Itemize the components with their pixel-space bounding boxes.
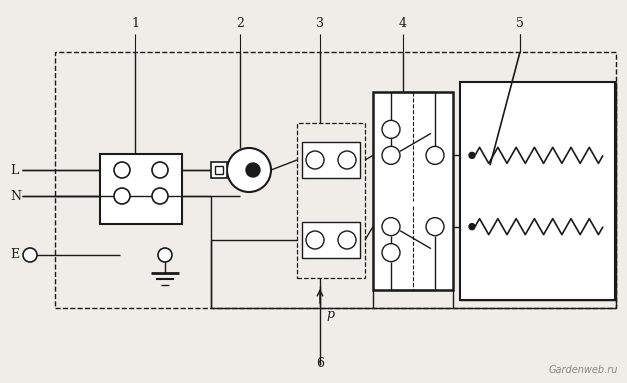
Text: Gardenweb.ru: Gardenweb.ru	[549, 365, 618, 375]
Circle shape	[158, 248, 172, 262]
Circle shape	[227, 148, 271, 192]
Bar	[55, 52, 616, 308]
Circle shape	[382, 120, 400, 138]
Text: N: N	[10, 190, 21, 203]
Circle shape	[338, 231, 356, 249]
Circle shape	[469, 152, 475, 158]
Circle shape	[338, 151, 356, 169]
Circle shape	[152, 162, 168, 178]
Text: E: E	[10, 249, 19, 262]
Text: 6: 6	[316, 357, 324, 370]
Text: L: L	[10, 164, 18, 177]
Bar	[460, 82, 615, 300]
Circle shape	[152, 188, 168, 204]
Circle shape	[306, 231, 324, 249]
Circle shape	[23, 248, 37, 262]
Circle shape	[246, 163, 260, 177]
Bar	[215, 166, 223, 174]
Text: 2: 2	[236, 17, 244, 30]
Bar	[302, 222, 360, 258]
Circle shape	[382, 218, 400, 236]
Text: 5: 5	[516, 17, 524, 30]
Circle shape	[114, 162, 130, 178]
Circle shape	[426, 218, 444, 236]
Bar	[297, 123, 365, 278]
Circle shape	[306, 151, 324, 169]
Circle shape	[426, 146, 444, 164]
Text: 4: 4	[399, 17, 407, 30]
Text: 1: 1	[131, 17, 139, 30]
Bar	[373, 92, 453, 290]
Circle shape	[382, 244, 400, 262]
Circle shape	[469, 224, 475, 230]
Bar	[302, 142, 360, 178]
Bar	[211, 162, 227, 178]
Bar	[100, 154, 182, 224]
Text: p: p	[326, 308, 334, 321]
Text: 3: 3	[316, 17, 324, 30]
Circle shape	[114, 188, 130, 204]
Circle shape	[382, 146, 400, 164]
